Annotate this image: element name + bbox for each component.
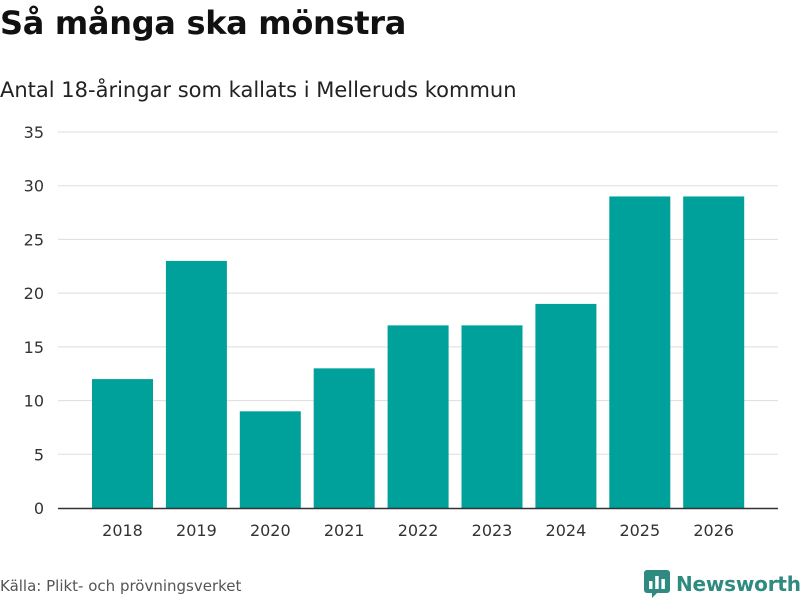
source-note: Källa: Plikt- och prövningsverket bbox=[0, 577, 242, 595]
y-tick-label: 20 bbox=[24, 284, 44, 303]
x-tick-label: 2020 bbox=[250, 521, 291, 540]
y-tick-label: 35 bbox=[24, 123, 44, 142]
y-tick-label: 25 bbox=[24, 230, 44, 249]
bar-2021[interactable] bbox=[313, 368, 375, 508]
bar-2024[interactable] bbox=[535, 303, 597, 508]
newsworthy-logo[interactable]: Newsworthy bbox=[644, 568, 800, 600]
bar-2022[interactable] bbox=[387, 325, 449, 508]
bar-2025[interactable] bbox=[609, 196, 671, 508]
y-axis-labels: 0 5 10 15 20 25 30 35 bbox=[24, 123, 44, 518]
y-tick-label: 10 bbox=[24, 392, 44, 411]
x-tick-label: 2026 bbox=[693, 521, 734, 540]
x-tick-label: 2021 bbox=[324, 521, 365, 540]
x-tick-label: 2023 bbox=[472, 521, 513, 540]
x-tick-label: 2019 bbox=[176, 521, 217, 540]
x-axis-labels: 2018 2019 2020 2021 2022 2023 2024 2025 2026 bbox=[102, 521, 734, 540]
newsworthy-chart-icon bbox=[644, 570, 670, 598]
bar-2018[interactable] bbox=[92, 379, 153, 508]
y-tick-label: 0 bbox=[34, 499, 44, 518]
bars bbox=[92, 196, 745, 508]
brand-name: Newsworthy bbox=[676, 572, 800, 596]
y-tick-label: 30 bbox=[24, 177, 44, 196]
bar-2019[interactable] bbox=[165, 260, 227, 508]
x-tick-label: 2022 bbox=[398, 521, 439, 540]
bar-2020[interactable] bbox=[239, 411, 301, 508]
bar-2023[interactable] bbox=[461, 325, 523, 508]
y-tick-label: 15 bbox=[24, 338, 44, 357]
x-tick-label: 2025 bbox=[619, 521, 660, 540]
chart-title: Så många ska mönstra bbox=[0, 4, 407, 42]
x-tick-label: 2024 bbox=[546, 521, 587, 540]
chart-subtitle: Antal 18-åringar som kallats i Melleruds… bbox=[0, 78, 517, 102]
x-tick-label: 2018 bbox=[102, 521, 143, 540]
bar-2026[interactable] bbox=[683, 196, 745, 508]
y-tick-label: 5 bbox=[34, 445, 44, 464]
